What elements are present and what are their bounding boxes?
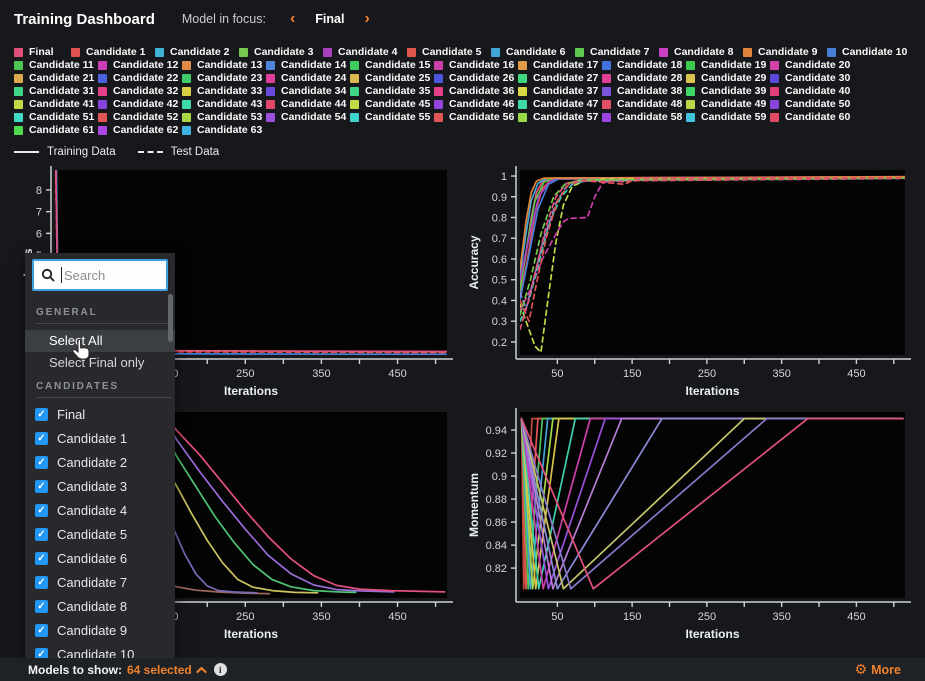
svg-text:0.7: 0.7 bbox=[492, 233, 507, 245]
checked-checkbox-icon: ✓ bbox=[35, 432, 48, 445]
chevron-up-icon bbox=[196, 666, 207, 674]
svg-text:450: 450 bbox=[388, 611, 406, 623]
svg-text:1: 1 bbox=[501, 171, 507, 183]
svg-text:0.9: 0.9 bbox=[492, 192, 507, 204]
info-icon[interactable]: i bbox=[214, 663, 227, 676]
candidate-checkbox-list: ✓ Final ✓ Candidate 1 ✓ Candidate 2 ✓ Candidate… bbox=[25, 402, 175, 658]
svg-text:0.86: 0.86 bbox=[486, 517, 507, 529]
svg-text:Iterations: Iterations bbox=[685, 627, 739, 641]
select-all-option[interactable]: Select All bbox=[25, 330, 175, 352]
candidate-checkbox-item[interactable]: ✓ Candidate 6 bbox=[25, 546, 175, 570]
svg-text:0.3: 0.3 bbox=[492, 316, 507, 328]
svg-text:0.9: 0.9 bbox=[492, 471, 507, 483]
svg-text:0.92: 0.92 bbox=[486, 448, 507, 460]
checked-checkbox-icon: ✓ bbox=[35, 408, 48, 421]
candidate-checkbox-item[interactable]: ✓ Candidate 9 bbox=[25, 618, 175, 642]
section-candidates-header: CANDIDATES bbox=[36, 381, 175, 392]
candidate-checkbox-item[interactable]: ✓ Candidate 1 bbox=[25, 426, 175, 450]
select-final-only-option[interactable]: Select Final only bbox=[25, 352, 175, 374]
candidate-checkbox-item[interactable]: ✓ Candidate 2 bbox=[25, 450, 175, 474]
checked-checkbox-icon: ✓ bbox=[35, 576, 48, 589]
checked-checkbox-icon: ✓ bbox=[35, 600, 48, 613]
svg-text:250: 250 bbox=[236, 611, 254, 623]
candidate-checkbox-label: Candidate 3 bbox=[57, 479, 127, 494]
svg-text:0.6: 0.6 bbox=[492, 254, 507, 266]
text-caret bbox=[61, 267, 62, 283]
divider bbox=[36, 323, 172, 324]
svg-text:Iterations: Iterations bbox=[685, 384, 739, 398]
candidate-checkbox-label: Candidate 4 bbox=[57, 503, 127, 518]
checked-checkbox-icon: ✓ bbox=[35, 480, 48, 493]
scrollbar-thumb[interactable] bbox=[168, 294, 173, 342]
section-general-header: GENERAL bbox=[36, 307, 175, 318]
svg-text:8: 8 bbox=[36, 185, 42, 197]
svg-text:50: 50 bbox=[551, 368, 563, 380]
checked-checkbox-icon: ✓ bbox=[35, 504, 48, 517]
checked-checkbox-icon: ✓ bbox=[35, 456, 48, 469]
selected-count-button[interactable]: 64 selected bbox=[127, 663, 207, 677]
training-dashboard-page: Training Dashboard Model in focus: ‹ Fin… bbox=[0, 0, 925, 681]
svg-text:350: 350 bbox=[772, 611, 790, 623]
svg-text:250: 250 bbox=[698, 611, 716, 623]
search-input[interactable]: Search bbox=[32, 259, 168, 291]
chart-accuracy: 50 150 250 350 450 0.2 0.3 0.4 0.5 0.6 0.7 0.8 0.9 1 I… bbox=[467, 166, 911, 398]
gear-icon: ⚙ bbox=[855, 661, 868, 678]
candidate-checkbox-label: Candidate 8 bbox=[57, 599, 127, 614]
svg-text:6: 6 bbox=[36, 228, 42, 240]
svg-text:250: 250 bbox=[236, 368, 254, 380]
models-dropdown: Search GENERAL Select All Select Final o… bbox=[25, 253, 175, 658]
divider bbox=[36, 397, 172, 398]
candidate-checkbox-label: Candidate 6 bbox=[57, 551, 127, 566]
svg-text:Momentum: Momentum bbox=[467, 473, 481, 537]
checked-checkbox-icon: ✓ bbox=[35, 552, 48, 565]
candidate-checkbox-label: Candidate 7 bbox=[57, 575, 127, 590]
candidate-checkbox-item[interactable]: ✓ Candidate 10 bbox=[25, 642, 175, 658]
search-icon bbox=[41, 268, 55, 282]
svg-text:250: 250 bbox=[698, 368, 716, 380]
more-button[interactable]: ⚙ More bbox=[855, 661, 901, 678]
svg-text:450: 450 bbox=[847, 368, 865, 380]
svg-text:0.94: 0.94 bbox=[486, 425, 507, 437]
svg-text:0.8: 0.8 bbox=[492, 212, 507, 224]
checked-checkbox-icon: ✓ bbox=[35, 528, 48, 541]
svg-text:0.4: 0.4 bbox=[492, 295, 507, 307]
candidate-checkbox-item[interactable]: ✓ Candidate 5 bbox=[25, 522, 175, 546]
svg-text:450: 450 bbox=[847, 611, 865, 623]
chart-momentum: 50 150 250 350 450 0.82 0.84 0.86 0.88 0.9 0.92 0.9… bbox=[467, 408, 911, 641]
svg-text:150: 150 bbox=[623, 368, 641, 380]
models-to-show-label: Models to show: bbox=[28, 663, 122, 677]
svg-text:350: 350 bbox=[772, 368, 790, 380]
candidate-checkbox-label: Candidate 5 bbox=[57, 527, 127, 542]
models-to-show-bar: Models to show: 64 selected i ⚙ More bbox=[0, 658, 925, 681]
svg-text:Iterations: Iterations bbox=[224, 384, 278, 398]
svg-text:450: 450 bbox=[388, 368, 406, 380]
svg-text:350: 350 bbox=[312, 368, 330, 380]
svg-text:7: 7 bbox=[36, 207, 42, 219]
candidate-checkbox-label: Candidate 1 bbox=[57, 431, 127, 446]
candidate-checkbox-label: Candidate 9 bbox=[57, 623, 127, 638]
candidate-checkbox-item[interactable]: ✓ Candidate 3 bbox=[25, 474, 175, 498]
candidate-checkbox-item[interactable]: ✓ Candidate 4 bbox=[25, 498, 175, 522]
candidate-checkbox-item[interactable]: ✓ Candidate 8 bbox=[25, 594, 175, 618]
svg-text:0.88: 0.88 bbox=[486, 494, 507, 506]
svg-text:50: 50 bbox=[551, 611, 563, 623]
svg-text:350: 350 bbox=[312, 611, 330, 623]
candidate-checkbox-item[interactable]: ✓ Candidate 7 bbox=[25, 570, 175, 594]
checked-checkbox-icon: ✓ bbox=[35, 624, 48, 637]
svg-text:Accuracy: Accuracy bbox=[467, 235, 481, 289]
candidate-checkbox-label: Candidate 2 bbox=[57, 455, 127, 470]
svg-text:0.5: 0.5 bbox=[492, 275, 507, 287]
candidate-checkbox-label: Candidate 10 bbox=[57, 647, 134, 659]
svg-text:0.82: 0.82 bbox=[486, 563, 507, 575]
svg-text:150: 150 bbox=[623, 611, 641, 623]
svg-text:0.84: 0.84 bbox=[486, 540, 507, 552]
candidate-checkbox-label: Final bbox=[57, 407, 85, 422]
search-placeholder: Search bbox=[64, 268, 105, 283]
svg-text:Iterations: Iterations bbox=[224, 627, 278, 641]
candidate-checkbox-item[interactable]: ✓ Final bbox=[25, 402, 175, 426]
checked-checkbox-icon: ✓ bbox=[35, 648, 48, 659]
svg-text:0.2: 0.2 bbox=[492, 337, 507, 349]
